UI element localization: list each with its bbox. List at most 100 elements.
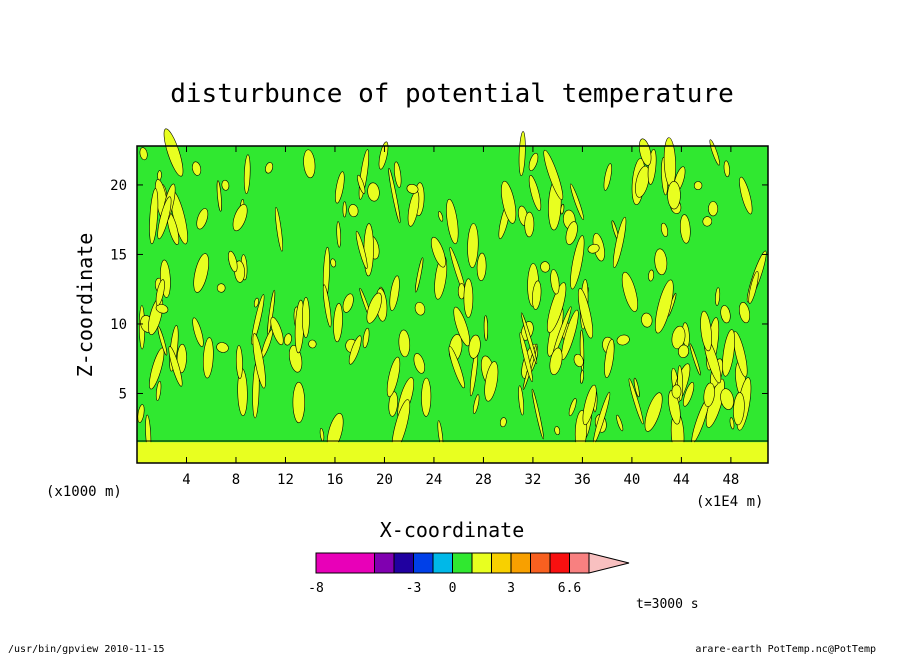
positive-region xyxy=(348,204,359,218)
positive-region xyxy=(216,180,222,212)
x-tick-label: 16 xyxy=(327,472,344,488)
positive-region xyxy=(703,382,715,407)
positive-region xyxy=(501,180,517,224)
positive-region xyxy=(550,269,560,295)
positive-region xyxy=(528,175,542,211)
footer-left: /usr/bin/gpview 2010-11-15 xyxy=(8,644,165,654)
positive-region xyxy=(648,269,655,282)
positive-region xyxy=(616,334,630,346)
ground-layer xyxy=(137,442,768,463)
colorbar-box xyxy=(355,553,375,573)
positive-region xyxy=(668,390,681,425)
time-label: t=3000 s xyxy=(636,597,699,612)
positive-region xyxy=(463,278,474,318)
footer-right: arare-earth_PotTemp.nc@PotTemp xyxy=(695,644,876,654)
positive-region xyxy=(330,258,337,268)
colorbar-label: 6.6 xyxy=(558,581,581,596)
colorbar-box xyxy=(335,553,355,573)
positive-region xyxy=(430,236,446,268)
x-tick-label: 32 xyxy=(524,472,541,488)
positive-region xyxy=(292,381,306,424)
x-tick-label: 4 xyxy=(182,472,190,488)
positive-region xyxy=(216,283,226,293)
positive-region xyxy=(722,329,736,377)
positive-region xyxy=(587,243,600,254)
positive-region xyxy=(202,337,214,379)
positive-region xyxy=(641,312,653,328)
positive-region xyxy=(355,230,368,269)
positive-region xyxy=(367,182,380,202)
positive-region xyxy=(693,181,703,190)
positive-region xyxy=(333,303,343,343)
positive-region xyxy=(654,248,668,276)
positive-region xyxy=(137,404,145,423)
positive-region xyxy=(446,198,459,245)
positive-region xyxy=(560,203,565,215)
positive-region xyxy=(499,417,507,428)
positive-region xyxy=(677,344,690,358)
positive-region xyxy=(342,293,354,313)
colorbar-label: -8 xyxy=(308,581,324,596)
y-tick-label: 20 xyxy=(110,178,127,194)
positive-region xyxy=(720,388,734,410)
positive-region xyxy=(468,334,481,359)
y-tick-label: 5 xyxy=(119,386,127,402)
positive-region xyxy=(216,342,229,353)
positive-region xyxy=(243,154,251,194)
positive-region xyxy=(633,377,640,398)
positive-region xyxy=(308,339,317,349)
x-tick-label: 40 xyxy=(623,472,640,488)
positive-region xyxy=(336,221,341,248)
positive-region xyxy=(366,292,382,324)
colorbar-box xyxy=(569,552,590,574)
y-axis-ticks: 5 10 15 20 xyxy=(110,178,768,402)
positive-region xyxy=(467,223,479,268)
positive-region xyxy=(228,250,238,273)
positive-region xyxy=(549,347,563,376)
colorbar-label: 0 xyxy=(449,581,457,596)
positive-region xyxy=(476,252,487,281)
positive-region xyxy=(546,282,567,333)
positive-region xyxy=(616,414,624,432)
positive-region xyxy=(540,261,551,273)
positive-region xyxy=(253,297,259,308)
x-tick-label: 8 xyxy=(232,472,240,488)
positive-region xyxy=(388,167,401,224)
colorbar-frame xyxy=(315,552,590,574)
positive-region xyxy=(275,206,283,252)
positive-disturbance-regions xyxy=(137,128,767,457)
positive-region xyxy=(149,188,159,245)
positive-region xyxy=(644,392,663,432)
colorbar-arrow xyxy=(588,552,630,574)
x-tick-label: 28 xyxy=(475,472,492,488)
positive-region xyxy=(708,201,719,217)
y-axis-label: Z-coordinate xyxy=(73,233,97,378)
positive-region xyxy=(438,211,444,222)
positive-region xyxy=(573,353,584,368)
positive-region xyxy=(532,280,542,310)
positive-region xyxy=(621,271,638,312)
colorbar-box xyxy=(413,552,434,574)
positive-region xyxy=(739,176,753,215)
positive-region xyxy=(421,377,432,417)
x-tick-label: 36 xyxy=(574,472,591,488)
positive-region xyxy=(723,160,730,178)
positive-region xyxy=(193,253,209,293)
positive-region xyxy=(570,183,584,221)
positive-region xyxy=(748,270,759,304)
colorbar-box xyxy=(452,552,473,574)
positive-region xyxy=(561,309,579,361)
positive-region xyxy=(483,315,489,341)
positive-region xyxy=(413,353,425,374)
positive-region xyxy=(357,174,366,194)
positive-region xyxy=(570,235,585,290)
x-tick-label: 44 xyxy=(673,472,690,488)
positive-region xyxy=(715,287,721,306)
positive-region xyxy=(348,335,362,365)
positive-region xyxy=(667,181,681,210)
positive-region xyxy=(155,279,165,306)
colorbar-box xyxy=(374,552,395,574)
positive-region xyxy=(335,171,345,204)
x-unit-right: (x1E4 m) xyxy=(696,494,763,510)
